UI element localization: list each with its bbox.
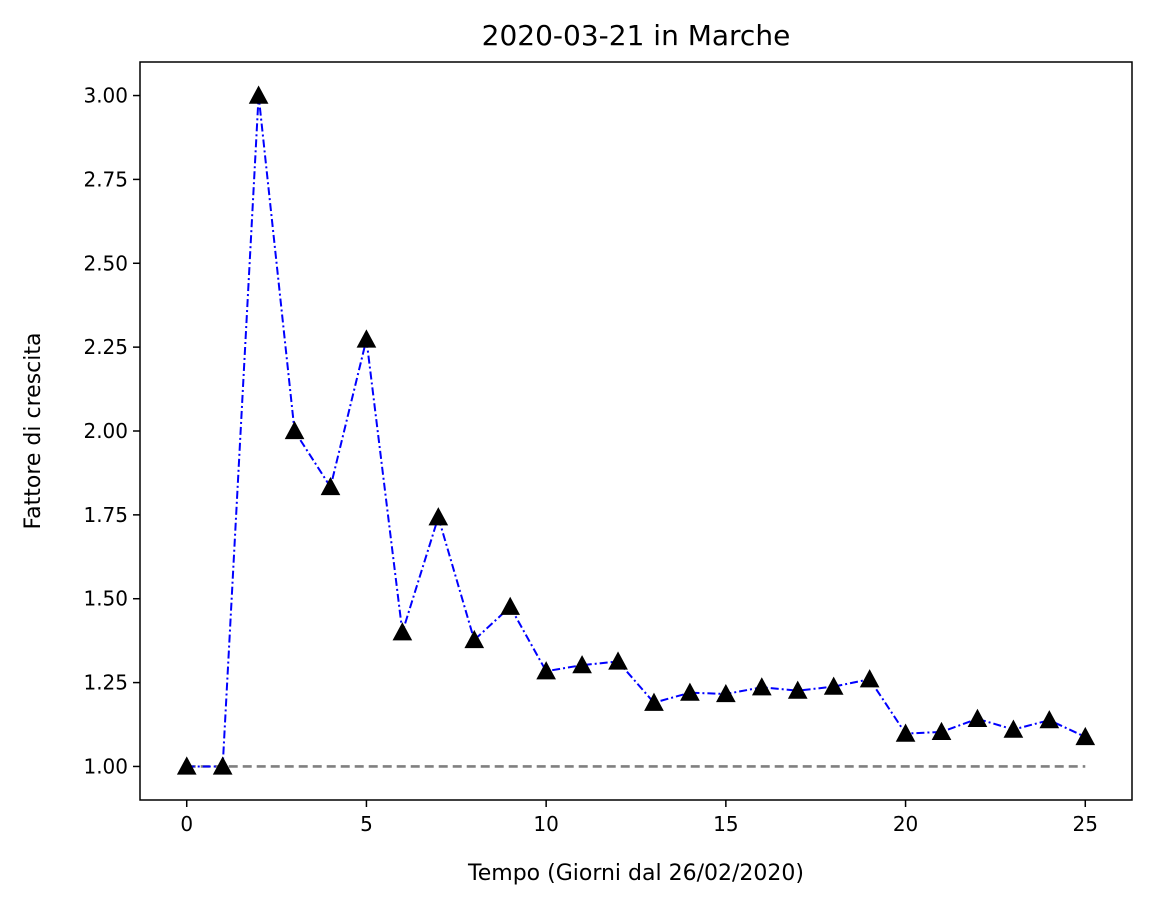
data-point-marker — [320, 476, 341, 496]
y-tick-label: 1.75 — [83, 503, 128, 527]
data-point-marker — [248, 85, 269, 104]
y-tick-label: 1.50 — [83, 587, 128, 611]
growth-factor-line — [186, 95, 1086, 768]
data-point-marker — [859, 669, 880, 688]
data-point-marker — [176, 756, 197, 775]
data-point-marker — [464, 629, 485, 649]
y-tick-label: 3.00 — [83, 84, 128, 108]
data-point-marker — [500, 596, 521, 615]
data-point-marker — [572, 655, 592, 674]
data-point-marker — [931, 721, 952, 741]
data-point-marker — [284, 420, 305, 440]
data-point-marker — [356, 329, 377, 348]
data-point-marker — [428, 507, 449, 526]
x-tick-label: 25 — [1073, 812, 1098, 836]
data-point-marker — [716, 683, 736, 703]
data-point-marker — [787, 680, 808, 699]
data-point-marker — [644, 692, 664, 711]
data-point-marker — [1039, 710, 1060, 729]
data-point-marker — [967, 708, 988, 727]
x-tick-label: 15 — [713, 812, 738, 836]
y-axis-label: Fattore di crescita — [21, 333, 46, 530]
y-tick-label: 2.50 — [83, 251, 128, 275]
data-point-marker — [823, 676, 844, 695]
x-tick-label: 0 — [180, 812, 193, 836]
x-tick-label: 10 — [533, 812, 558, 836]
x-axis-label: Tempo (Giorni dal 26/02/2020) — [467, 861, 804, 886]
data-point-marker — [1075, 726, 1096, 746]
data-point-marker — [680, 682, 700, 701]
y-tick-label: 2.75 — [83, 167, 128, 191]
y-tick-label: 1.00 — [83, 754, 128, 778]
x-tick-label: 20 — [893, 812, 918, 836]
data-point-marker — [536, 661, 556, 680]
chart-title: 2020-03-21 in Marche — [482, 19, 791, 52]
data-point-marker — [895, 723, 916, 742]
x-axis: 0 5 10 15 20 25 — [180, 800, 1098, 836]
data-point-marker — [751, 677, 772, 696]
y-tick-label: 2.25 — [83, 335, 128, 359]
x-tick-label: 5 — [360, 812, 373, 836]
plot-area — [176, 85, 1096, 775]
y-tick-label: 2.00 — [83, 419, 128, 443]
y-axis: 1.00 1.25 1.50 1.75 2.00 2.25 2.50 2.75 3.00 — [83, 84, 140, 778]
data-point-marker — [608, 651, 628, 670]
data-point-marker — [1003, 719, 1024, 738]
y-tick-label: 1.25 — [83, 671, 128, 695]
data-point-marker — [212, 756, 233, 775]
data-point-marker — [392, 622, 413, 641]
